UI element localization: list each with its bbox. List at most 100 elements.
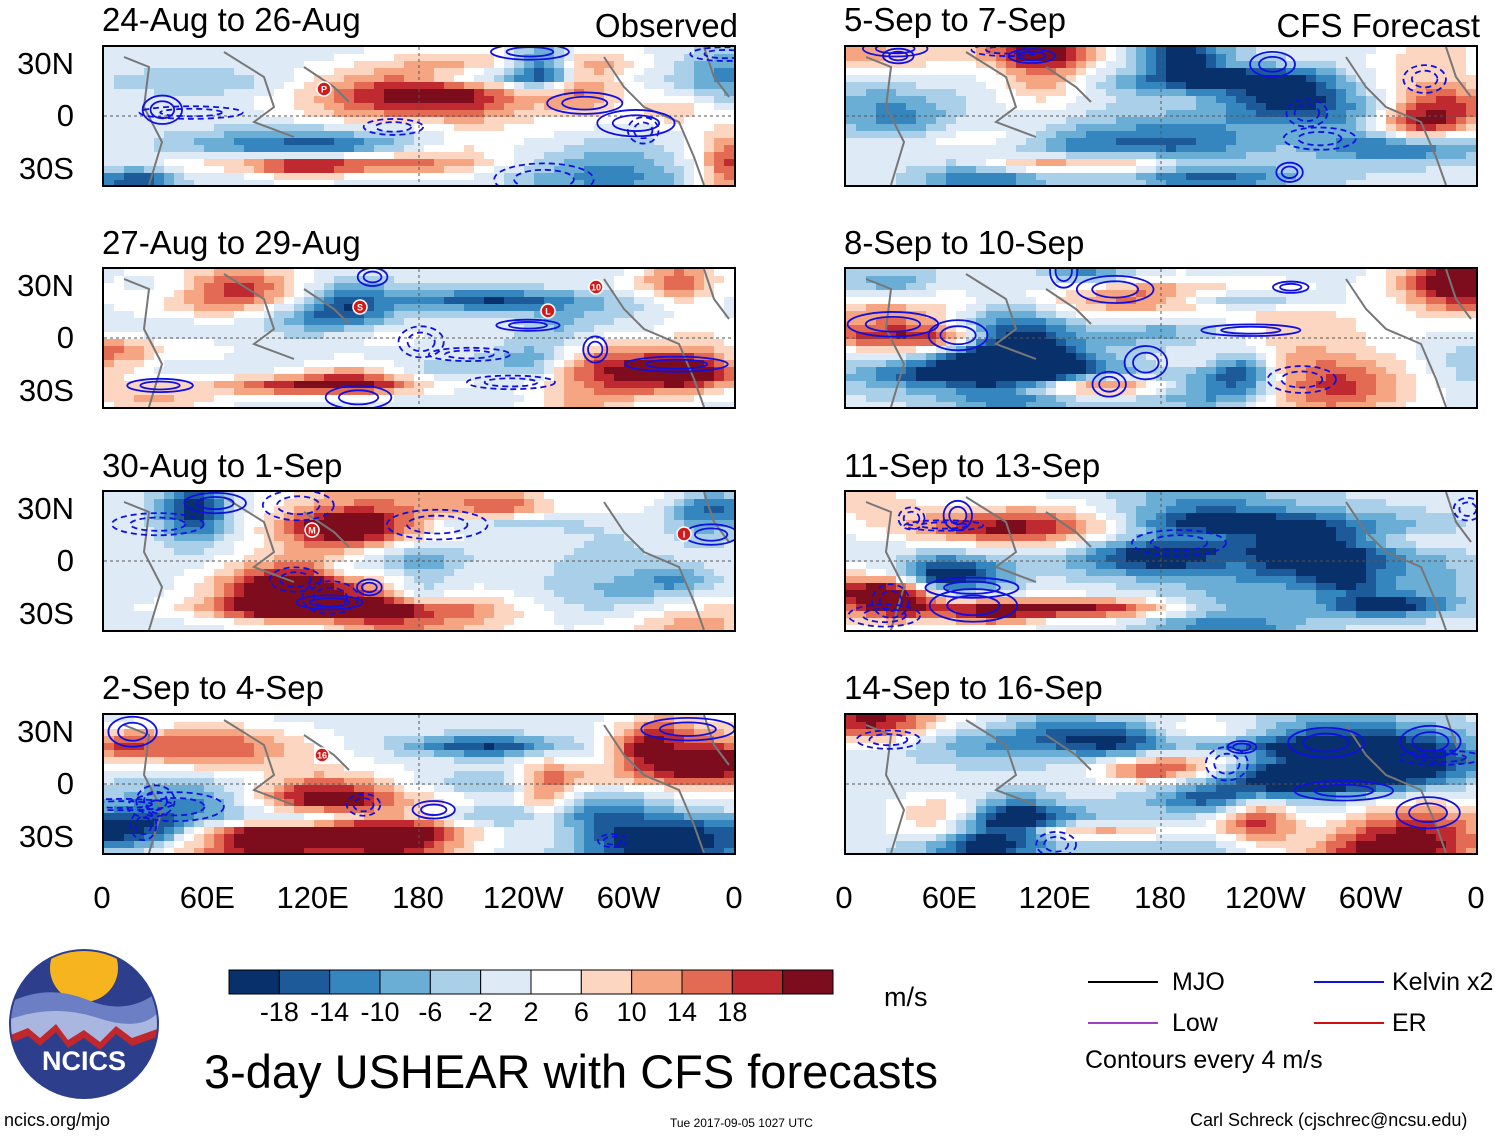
shear-cell <box>564 318 574 325</box>
shear-cell <box>464 743 474 750</box>
shear-cell <box>634 715 644 722</box>
shear-cell <box>624 318 634 325</box>
shear-cell <box>664 506 674 513</box>
shear-cell <box>454 562 464 569</box>
kelvin-contour <box>689 47 734 62</box>
shear-cell <box>464 813 474 820</box>
shear-cell <box>594 360 604 367</box>
shear-cell <box>574 792 584 799</box>
shear-cell <box>324 785 334 792</box>
shear-cell <box>174 353 184 360</box>
shear-cell <box>354 395 364 402</box>
shear-cell <box>414 625 424 630</box>
shear-cell <box>504 138 514 145</box>
shear-cell <box>434 311 444 318</box>
shear-cell <box>424 757 434 764</box>
shear-cell <box>534 367 544 374</box>
shear-cell <box>404 506 414 513</box>
shear-cell <box>294 743 304 750</box>
shear-cell <box>504 75 514 82</box>
shear-cell <box>204 325 214 332</box>
shear-cell <box>354 96 364 103</box>
shear-cell <box>314 332 324 339</box>
shear-cell <box>124 269 134 276</box>
shear-cell <box>194 180 204 185</box>
shear-cell <box>184 395 194 402</box>
shear-cell <box>414 534 424 541</box>
shear-cell <box>684 374 694 381</box>
shear-cell <box>644 297 654 304</box>
shear-cell <box>654 583 664 590</box>
shear-cell <box>554 820 564 827</box>
shear-cell <box>194 820 204 827</box>
shear-cell <box>224 520 234 527</box>
shear-cell <box>454 290 464 297</box>
shear-cell <box>664 562 674 569</box>
shear-cell <box>644 806 654 813</box>
shear-cell <box>354 611 364 618</box>
shear-cell <box>244 806 254 813</box>
shear-cell <box>414 395 424 402</box>
kelvin-contour <box>444 349 495 360</box>
shear-cell <box>664 492 674 499</box>
shear-cell <box>214 332 224 339</box>
shear-cell <box>244 360 254 367</box>
shear-cell <box>494 506 504 513</box>
shear-cell <box>444 145 454 152</box>
shear-cell <box>354 527 364 534</box>
shear-cell <box>604 618 614 625</box>
shear-cell <box>464 325 474 332</box>
shear-cell <box>284 555 294 562</box>
shear-cell <box>524 290 534 297</box>
shear-cell <box>634 124 644 131</box>
shear-cell <box>364 625 374 630</box>
shear-cell <box>154 283 164 290</box>
shear-cell <box>304 541 314 548</box>
shear-cell <box>204 757 214 764</box>
shear-cell <box>244 138 254 145</box>
shear-cell <box>394 729 404 736</box>
shear-cell <box>134 757 144 764</box>
shear-cell <box>594 311 604 318</box>
shear-cell <box>454 827 464 834</box>
shear-cell <box>714 388 724 395</box>
shear-cell <box>224 68 234 75</box>
shear-cell <box>164 534 174 541</box>
shear-cell <box>274 806 284 813</box>
shear-cell <box>524 513 534 520</box>
shear-cell <box>124 276 134 283</box>
shear-cell <box>724 269 734 276</box>
shear-cell <box>674 269 684 276</box>
shear-cell <box>274 75 284 82</box>
shear-cell <box>224 513 234 520</box>
shear-cell <box>394 771 404 778</box>
shear-cell <box>574 611 584 618</box>
shear-cell <box>374 124 384 131</box>
shear-cell <box>654 513 664 520</box>
shear-cell <box>704 166 714 173</box>
shear-cell <box>254 764 264 771</box>
shear-cell <box>374 513 384 520</box>
shear-cell <box>484 792 494 799</box>
shear-cell <box>314 395 324 402</box>
shear-cell <box>534 499 544 506</box>
shear-cell <box>514 283 524 290</box>
shear-cell <box>674 827 684 834</box>
shear-cell <box>714 827 724 834</box>
shear-cell <box>634 548 644 555</box>
shear-cell <box>624 374 634 381</box>
shear-cell <box>274 492 284 499</box>
shear-cell <box>444 166 454 173</box>
shear-cell <box>274 743 284 750</box>
shear-cell <box>294 353 304 360</box>
shear-cell <box>394 339 404 346</box>
shear-cell <box>614 304 624 311</box>
shear-cell <box>354 736 364 743</box>
shear-cell <box>274 799 284 806</box>
shear-cell <box>604 276 614 283</box>
shear-cell <box>454 548 464 555</box>
shear-cell <box>454 180 464 185</box>
shear-cell <box>414 548 424 555</box>
shear-cell <box>454 583 464 590</box>
shear-cell <box>134 61 144 68</box>
